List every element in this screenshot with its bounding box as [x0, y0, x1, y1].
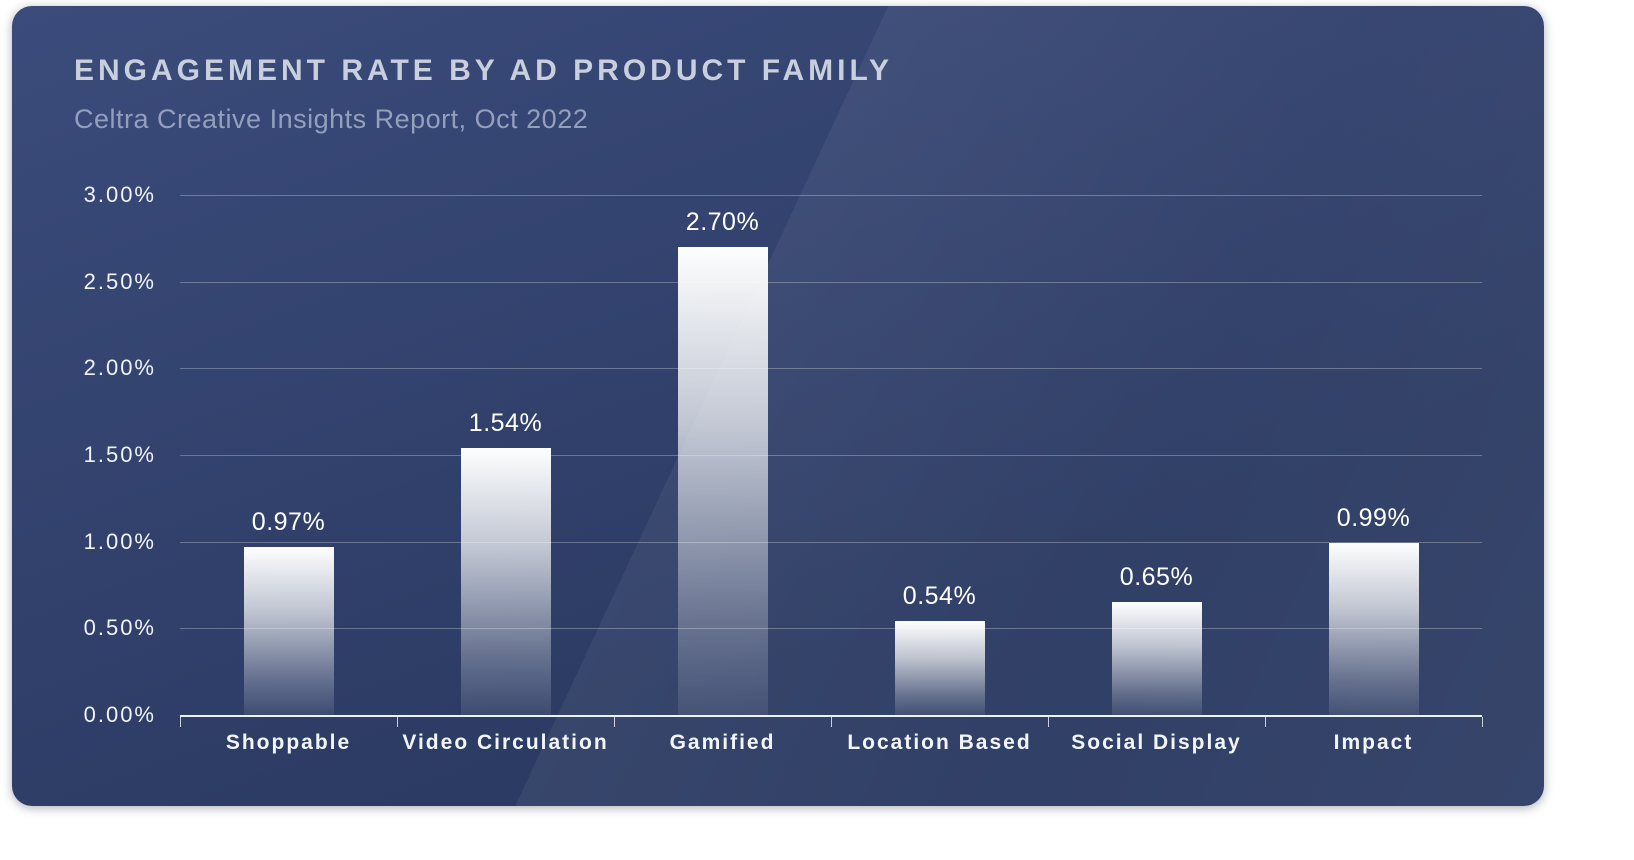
bar-group-shoppable: 0.97% [180, 195, 397, 715]
x-axis-tick [831, 717, 832, 727]
bar-group-location-based: 0.54% [831, 195, 1048, 715]
plot-wrap: 0.97% 1.54% 2.70% 0.54% 0.65% 0.99% Shoppable… [180, 195, 1483, 755]
category-label: Social Display [1071, 731, 1242, 754]
y-tick-label: 0.00% [83, 702, 156, 727]
y-tick-label: 2.00% [83, 355, 156, 381]
chart-subtitle: Celtra Creative Insights Report, Oct 202… [74, 104, 589, 134]
x-axis-tick [180, 717, 181, 727]
y-tick-label: 1.50% [83, 442, 156, 467]
x-axis-tick [1048, 717, 1049, 727]
category-label: Location Based [847, 731, 1032, 754]
bar [894, 621, 985, 715]
bar-group-video-circulation: 1.54% [397, 195, 614, 715]
gridline [180, 455, 1482, 456]
gridline [180, 541, 1482, 543]
bar [1328, 543, 1419, 715]
gridline [180, 195, 1482, 196]
bar-value-label: 2.70% [685, 208, 760, 236]
chart-card: ENGAGEMENT RATE BY AD PRODUCT FAMILY Cel… [12, 6, 1544, 806]
bar [1111, 602, 1202, 715]
category-label: Shoppable [225, 731, 352, 754]
bar-chart: 3.00% 2.50% 2.00% 1.50% 1.00% 0.50% 0.00% 0.97… [74, 182, 1483, 755]
gridline [180, 281, 1482, 283]
bar [677, 247, 768, 715]
gridline [180, 368, 1482, 370]
bar-group-social-display: 0.65% [1048, 195, 1265, 715]
category-label: Video Circulation [402, 731, 609, 754]
bar-value-label: 0.65% [1119, 563, 1194, 592]
bar-value-label: 0.99% [1336, 504, 1411, 533]
bar [460, 448, 551, 715]
category-label: Gamified [669, 731, 776, 754]
category-label: Impact [1333, 731, 1414, 754]
y-tick-label: 3.00% [83, 182, 156, 207]
y-tick-label: 0.50% [83, 615, 156, 641]
gridline [180, 628, 1482, 630]
x-axis-tick [1482, 717, 1483, 727]
bars-row: 0.97% 1.54% 2.70% 0.54% 0.65% 0.99% [180, 195, 1482, 715]
y-axis: 3.00% 2.50% 2.00% 1.50% 1.00% 0.50% 0.00% [74, 182, 156, 727]
bar [243, 546, 334, 715]
category-label-row: Shoppable Video Circulation Gamified Locati… [180, 717, 1482, 755]
bar-value-label: 0.54% [902, 582, 977, 611]
y-tick-label: 1.00% [83, 528, 156, 554]
y-tick-label: 2.50% [83, 268, 156, 294]
bar-group-gamified: 2.70% [614, 195, 831, 715]
x-axis-tick [614, 717, 615, 727]
plot-area: 0.97% 1.54% 2.70% 0.54% 0.65% 0.99% [180, 195, 1482, 717]
bar-group-impact: 0.99% [1265, 195, 1482, 715]
chart-title: ENGAGEMENT RATE BY AD PRODUCT FAMILY [74, 54, 894, 87]
bar-value-label: 1.54% [468, 409, 543, 438]
x-axis: Shoppable Video Circulation Gamified Locati… [180, 717, 1483, 755]
bar-value-label: 0.97% [251, 507, 326, 536]
x-axis-tick [1265, 717, 1266, 727]
x-axis-tick [397, 717, 398, 727]
